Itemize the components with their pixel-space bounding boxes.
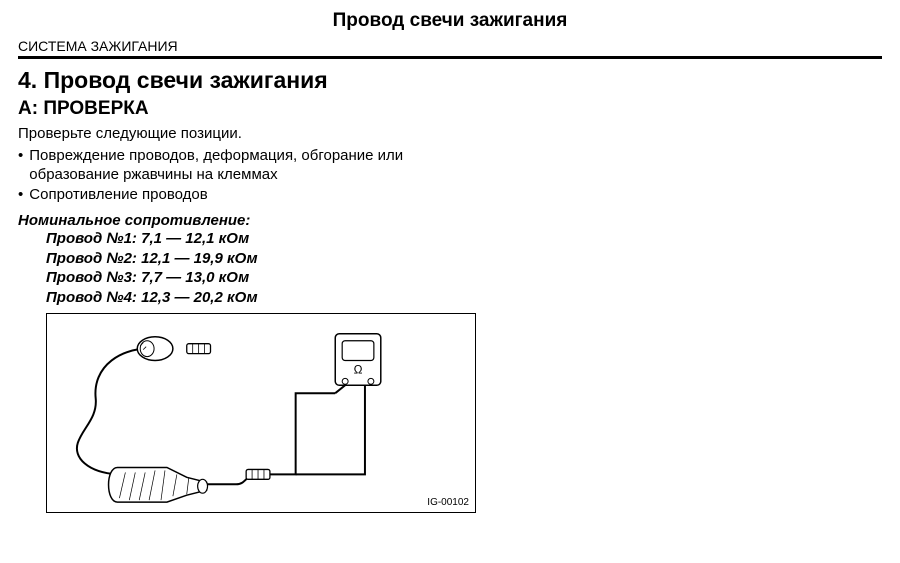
bullet-item: • Повреждение проводов, деформация, обго… bbox=[18, 146, 882, 185]
meter-lead bbox=[296, 385, 365, 474]
bullet-icon: • bbox=[18, 146, 23, 166]
spark-plug-wire bbox=[77, 348, 335, 484]
bullet-text: Повреждение проводов, деформация, обгора… bbox=[29, 146, 459, 185]
spec-heading: Номинальное сопротивление: bbox=[18, 212, 882, 229]
section-label: СИСТЕМА ЗАЖИГАНИЯ bbox=[18, 38, 882, 54]
bullet-text: Сопротивление проводов bbox=[29, 185, 207, 205]
meter-jack bbox=[368, 378, 374, 384]
divider bbox=[18, 56, 882, 59]
plug-boot-bottom bbox=[109, 467, 207, 502]
figure-id: IG-00102 bbox=[427, 497, 469, 508]
spec-line: Провод №1: 7,1 — 12,1 кОм bbox=[46, 229, 882, 249]
meter-lead bbox=[335, 385, 345, 393]
spec-line: Провод №2: 12,1 — 19,9 кОм bbox=[46, 249, 882, 269]
boot-tip bbox=[198, 479, 208, 493]
figure: Ω IG- bbox=[46, 313, 476, 513]
intro-text: Проверьте следующие позиции. bbox=[18, 124, 882, 144]
meter-jack bbox=[342, 378, 348, 384]
subheading: A: ПРОВЕРКА bbox=[18, 98, 882, 120]
main-heading: 4. Провод свечи зажигания bbox=[18, 67, 882, 94]
bullet-item: • Сопротивление проводов bbox=[18, 185, 882, 205]
spec-line: Провод №3: 7,7 — 13,0 кОм bbox=[46, 268, 882, 288]
wiring-diagram-svg: Ω bbox=[47, 314, 475, 512]
meter-screen bbox=[342, 341, 374, 361]
page-title: Провод свечи зажигания bbox=[18, 10, 882, 32]
spec-line: Провод №4: 12,3 — 20,2 кОм bbox=[46, 288, 882, 308]
bullet-icon: • bbox=[18, 185, 23, 205]
ohm-icon: Ω bbox=[354, 362, 363, 376]
